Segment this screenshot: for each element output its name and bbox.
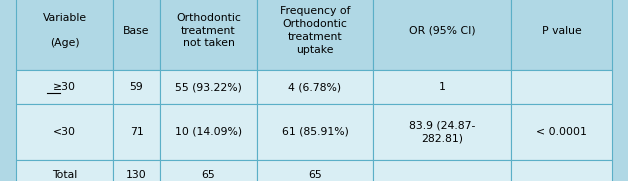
Text: 83.9 (24.87-
282.81): 83.9 (24.87- 282.81)	[409, 121, 475, 143]
Bar	[257, 0, 373, 70]
Text: 55 (93.22%): 55 (93.22%)	[175, 82, 242, 92]
Text: 130: 130	[126, 170, 147, 180]
Text: 65: 65	[308, 170, 322, 180]
Bar	[160, 70, 257, 104]
Bar	[511, 104, 612, 160]
Text: 71: 71	[129, 127, 143, 137]
Bar	[373, 70, 511, 104]
Bar	[113, 104, 160, 160]
Bar	[16, 0, 113, 70]
Bar	[511, 70, 612, 104]
Bar	[511, 0, 612, 70]
Bar	[160, 160, 257, 181]
Text: 1: 1	[438, 82, 445, 92]
Text: Total: Total	[52, 170, 77, 180]
Bar	[160, 104, 257, 160]
Text: 59: 59	[129, 82, 143, 92]
Text: 61 (85.91%): 61 (85.91%)	[281, 127, 349, 137]
Bar	[373, 104, 511, 160]
Bar	[373, 0, 511, 70]
Bar	[257, 70, 373, 104]
Text: P value: P value	[541, 26, 582, 35]
Bar	[257, 160, 373, 181]
Bar	[16, 104, 113, 160]
Text: < 0.0001: < 0.0001	[536, 127, 587, 137]
Text: Frequency of
Orthodontic
treatment
uptake: Frequency of Orthodontic treatment uptak…	[279, 6, 350, 55]
Text: OR (95% CI): OR (95% CI)	[409, 26, 475, 35]
Bar	[511, 160, 612, 181]
Bar	[160, 0, 257, 70]
Text: Base: Base	[123, 26, 149, 35]
Bar	[113, 160, 160, 181]
Text: ≥30: ≥30	[53, 82, 76, 92]
Bar	[373, 160, 511, 181]
Text: 10 (14.09%): 10 (14.09%)	[175, 127, 242, 137]
Bar	[16, 70, 113, 104]
Bar	[113, 0, 160, 70]
Bar	[113, 70, 160, 104]
Bar	[16, 160, 113, 181]
Bar	[257, 104, 373, 160]
Text: 65: 65	[202, 170, 215, 180]
Text: Orthodontic
treatment
not taken: Orthodontic treatment not taken	[176, 13, 241, 48]
Text: 4 (6.78%): 4 (6.78%)	[288, 82, 342, 92]
Text: <30: <30	[53, 127, 76, 137]
Text: Variable

(Age): Variable (Age)	[43, 13, 87, 48]
